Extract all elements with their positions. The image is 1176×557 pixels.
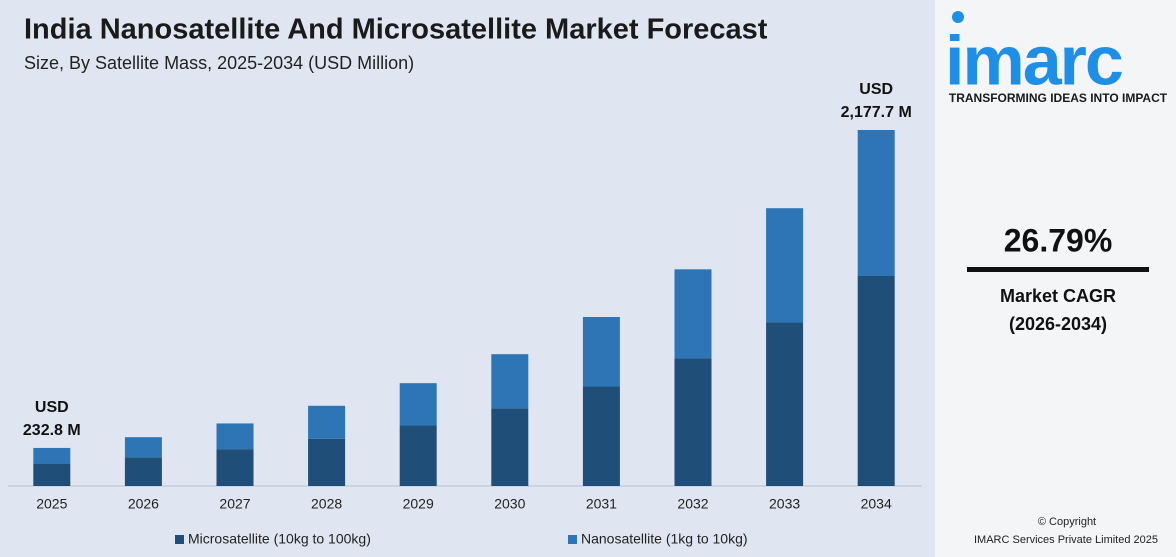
bar-segment: [216, 449, 254, 486]
cagr-rule: [967, 267, 1149, 272]
total-label: 232.8 M: [23, 422, 81, 439]
company: IMARC Services Private Limited 2025: [974, 534, 1158, 546]
x-tick-label: 2028: [311, 496, 342, 512]
bar-segment: [124, 457, 162, 486]
total-label: USD: [859, 81, 893, 98]
bar-segment: [308, 405, 346, 439]
bar-segment: [33, 447, 71, 464]
total-label: 2,177.7 M: [841, 104, 912, 121]
bar-segment: [582, 386, 620, 486]
x-tick-label: 2026: [128, 496, 159, 512]
x-tick-label: 2033: [769, 496, 800, 512]
legend-label: Microsatellite (10kg to 100kg): [188, 531, 371, 547]
legend-label: Nanosatellite (1kg to 10kg): [581, 531, 748, 547]
x-tick-label: 2025: [36, 496, 67, 512]
cagr-period: (2026-2034): [1009, 314, 1107, 334]
tagline: TRANSFORMING IDEAS INTO IMPACT: [949, 91, 1168, 105]
bar-segment: [308, 438, 346, 486]
bar-segment: [491, 354, 529, 409]
bar-segment: [399, 383, 437, 426]
bar-segment: [857, 130, 895, 276]
x-tick-label: 2027: [219, 496, 250, 512]
bar-segment: [582, 316, 620, 387]
x-tick-label: 2032: [677, 496, 708, 512]
cagr-label: Market CAGR: [1000, 286, 1116, 306]
bar-segment: [491, 408, 529, 486]
bar-segment: [674, 358, 712, 486]
cagr-value: 26.79%: [1004, 222, 1113, 258]
bar-segment: [33, 463, 71, 486]
chart-subtitle: Size, By Satellite Mass, 2025-2034 (USD …: [24, 53, 414, 73]
chart-title: India Nanosatellite And Microsatellite M…: [24, 14, 768, 46]
side-panel: [935, 0, 1176, 557]
bar-segment: [766, 322, 804, 486]
x-tick-label: 2031: [586, 496, 617, 512]
copyright: © Copyright: [1038, 516, 1096, 528]
total-label: USD: [35, 399, 69, 416]
legend-swatch: [175, 535, 184, 544]
logo: imarc: [945, 21, 1122, 99]
bar-segment: [766, 208, 804, 323]
bar-segment: [857, 275, 895, 486]
bar-segment: [216, 423, 254, 450]
x-tick-label: 2029: [403, 496, 434, 512]
bar-segment: [399, 425, 437, 486]
logo-dot: [952, 11, 964, 23]
x-tick-label: 2030: [494, 496, 525, 512]
bar-segment: [674, 269, 712, 359]
bar-segment: [124, 437, 162, 458]
legend-swatch: [568, 535, 577, 544]
x-tick-label: 2034: [861, 496, 892, 512]
